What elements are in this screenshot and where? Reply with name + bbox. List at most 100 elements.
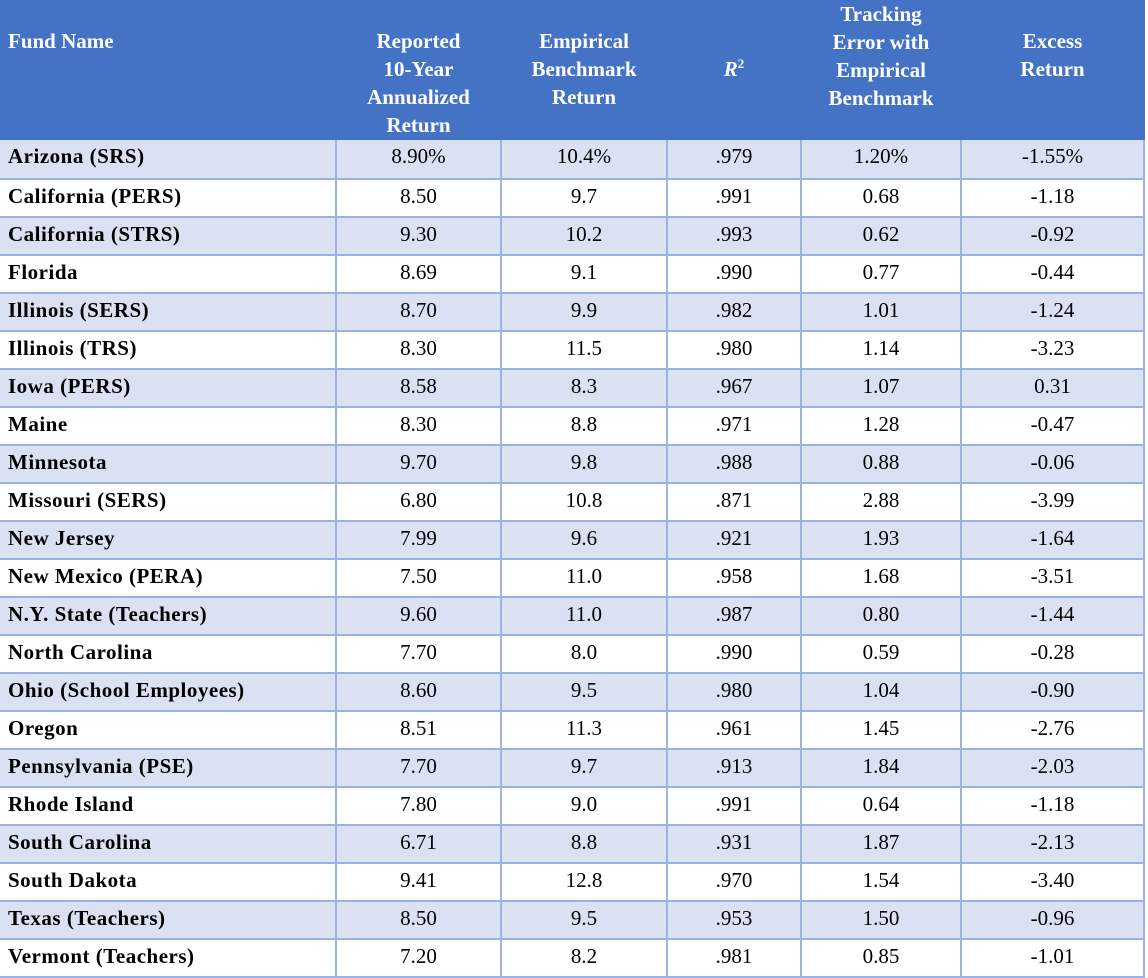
cell-reported-return: 8.69 [336, 255, 502, 294]
cell-excess-return: -1.24 [961, 293, 1145, 332]
cell-excess-return: -3.23 [961, 331, 1145, 370]
cell-empirical-benchmark-return: 8.3 [501, 369, 668, 408]
cell-tracking-error: 0.62 [801, 217, 962, 256]
header-tracking-line: Error with [832, 30, 930, 54]
table-row: South Dakota 9.41 12.8.970 1.54 -3.40 [0, 863, 1145, 902]
cell-r-squared: .961 [667, 711, 802, 750]
cell-tracking-error: 1.01 [801, 293, 962, 332]
cell-excess-return: -3.40 [961, 863, 1145, 902]
cell-reported-return: 9.60 [336, 597, 502, 636]
cell-excess-return: 0.31 [961, 369, 1145, 408]
header-reported-line: Annualized [367, 85, 470, 109]
cell-excess-return: -0.96 [961, 901, 1145, 940]
cell-empirical-benchmark-return: 8.2 [501, 939, 668, 978]
cell-empirical-benchmark-return: 9.8 [501, 445, 668, 484]
header-empirical-benchmark-return: Empirical Benchmark Return [501, 0, 668, 140]
table-row: California (STRS) 9.30 10.2.993 0.62 -0.92 [0, 217, 1145, 256]
cell-fund-name: Illinois (TRS) [0, 331, 337, 370]
cell-reported-return: 8.30 [336, 331, 502, 370]
cell-empirical-benchmark-return: 11.0 [501, 597, 668, 636]
header-row: Fund Name Reported 10-Year Annualized Re… [0, 0, 1145, 140]
cell-reported-return: 9.70 [336, 445, 502, 484]
cell-r-squared: .871 [667, 483, 802, 522]
cell-tracking-error: 1.07 [801, 369, 962, 408]
table-row: Illinois (SERS) 8.70 9.9.982 1.01 -1.24 [0, 293, 1145, 332]
cell-reported-return: 8.70 [336, 293, 502, 332]
table-row: Missouri (SERS) 6.80 10.8.871 2.88 -3.99 [0, 483, 1145, 522]
cell-fund-name: South Dakota [0, 863, 337, 902]
header-tracking-error: Tracking Error with Empirical Benchmark [801, 0, 962, 140]
cell-tracking-error: 1.84 [801, 749, 962, 788]
cell-tracking-error: 0.64 [801, 787, 962, 826]
cell-empirical-benchmark-return: 9.1 [501, 255, 668, 294]
cell-empirical-benchmark-return: 11.0 [501, 559, 668, 598]
cell-tracking-error: 1.14 [801, 331, 962, 370]
table-row: Ohio (School Employees) 8.60 9.5.980 1.04 -0… [0, 673, 1145, 712]
cell-reported-return: 7.99 [336, 521, 502, 560]
cell-empirical-benchmark-return: 8.8 [501, 407, 668, 446]
header-tracking-line: Empirical [836, 58, 926, 82]
cell-tracking-error: 1.93 [801, 521, 962, 560]
cell-fund-name: Maine [0, 407, 337, 446]
table-row: California (PERS) 8.50 9.7.991 0.68 -1.18 [0, 179, 1145, 218]
cell-reported-return: 7.20 [336, 939, 502, 978]
table-row: Maine 8.30 8.8.971 1.28 -0.47 [0, 407, 1145, 446]
cell-r-squared: .967 [667, 369, 802, 408]
cell-fund-name: New Jersey [0, 521, 337, 560]
cell-empirical-benchmark-return: 9.7 [501, 179, 668, 218]
table-row: Arizona (SRS) 8.90% 10.4% .979 1.20% -1.55% [0, 140, 1145, 180]
table-row: Minnesota 9.70 9.8.988 0.88 -0.06 [0, 445, 1145, 484]
cell-excess-return: -0.28 [961, 635, 1145, 674]
cell-r-squared: .991 [667, 179, 802, 218]
cell-tracking-error: 1.20% [801, 140, 962, 180]
cell-reported-return: 6.80 [336, 483, 502, 522]
cell-reported-return: 9.30 [336, 217, 502, 256]
cell-r-squared: .921 [667, 521, 802, 560]
cell-excess-return: -1.64 [961, 521, 1145, 560]
cell-r-squared: .982 [667, 293, 802, 332]
cell-empirical-benchmark-return: 9.7 [501, 749, 668, 788]
table-row: South Carolina 6.71 8.8.931 1.87 -2.13 [0, 825, 1145, 864]
cell-excess-return: -0.47 [961, 407, 1145, 446]
table-row: New Jersey 7.99 9.6.921 1.93 -1.64 [0, 521, 1145, 560]
table-row: Vermont (Teachers) 7.20 8.2.981 0.85 -1.01 [0, 939, 1145, 978]
cell-fund-name: New Mexico (PERA) [0, 559, 337, 598]
cell-fund-name: Missouri (SERS) [0, 483, 337, 522]
cell-r-squared: .993 [667, 217, 802, 256]
cell-fund-name: Arizona (SRS) [0, 140, 337, 180]
table-row: Iowa (PERS) 8.58 8.3.967 1.07 0.31 [0, 369, 1145, 408]
cell-tracking-error: 1.28 [801, 407, 962, 446]
cell-fund-name: Vermont (Teachers) [0, 939, 337, 978]
cell-r-squared: .970 [667, 863, 802, 902]
cell-reported-return: 7.80 [336, 787, 502, 826]
cell-reported-return: 8.90% [336, 140, 502, 180]
cell-fund-name: California (PERS) [0, 179, 337, 218]
cell-empirical-benchmark-return: 8.0 [501, 635, 668, 674]
cell-empirical-benchmark-return: 8.8 [501, 825, 668, 864]
cell-empirical-benchmark-return: 9.0 [501, 787, 668, 826]
cell-empirical-benchmark-return: 9.5 [501, 901, 668, 940]
header-excess-return: Excess Return [961, 0, 1145, 140]
cell-fund-name: Minnesota [0, 445, 337, 484]
cell-excess-return: -2.03 [961, 749, 1145, 788]
cell-excess-return: -0.90 [961, 673, 1145, 712]
table-row: Oregon 8.51 11.3.961 1.45 -2.76 [0, 711, 1145, 750]
header-tracking-line: Tracking [840, 2, 922, 26]
header-empirical-line: Empirical [539, 29, 629, 53]
cell-r-squared: .988 [667, 445, 802, 484]
cell-empirical-benchmark-return: 12.8 [501, 863, 668, 902]
cell-excess-return: -2.76 [961, 711, 1145, 750]
cell-tracking-error: 0.80 [801, 597, 962, 636]
cell-tracking-error: 1.45 [801, 711, 962, 750]
cell-r-squared: .913 [667, 749, 802, 788]
cell-fund-name: N.Y. State (Teachers) [0, 597, 337, 636]
cell-reported-return: 8.58 [336, 369, 502, 408]
cell-tracking-error: 1.04 [801, 673, 962, 712]
cell-tracking-error: 1.68 [801, 559, 962, 598]
header-reported-line: Return [386, 113, 451, 137]
header-r-squared-exponent: 2 [737, 56, 745, 71]
header-reported-line: Reported [376, 29, 461, 53]
cell-reported-return: 8.50 [336, 901, 502, 940]
header-r-squared-base: R [723, 57, 738, 81]
cell-reported-return: 8.50 [336, 179, 502, 218]
